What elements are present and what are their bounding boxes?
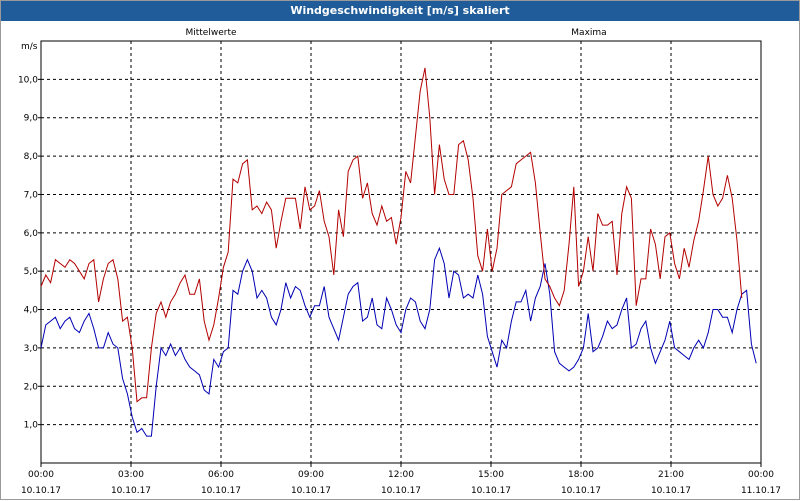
x-tick-time: 21:00 (658, 470, 684, 480)
x-tick-time: 00:00 (748, 470, 774, 480)
x-tick-date: 10.10.17 (651, 486, 691, 496)
x-tick-time: 12:00 (388, 470, 414, 480)
chart-title: Windgeschwindigkeit [m/s] skaliert (1, 1, 799, 21)
y-tick-label: 1,0 (24, 421, 39, 431)
y-axis: 1,0 2,0 3,0 4,0 5,0 6,0 7,0 8,0 9,0 10,0 (18, 75, 41, 431)
x-tick-time: 03:00 (118, 470, 144, 480)
y-tick-label: 5,0 (24, 267, 39, 277)
y-tick-label: 10,0 (18, 75, 38, 85)
y-tick-label: 7,0 (24, 190, 39, 200)
x-axis: 00:00 10.10.17 03:00 10.10.17 06:00 10.10.17 0… (21, 463, 781, 496)
series-lines (40, 67, 757, 437)
x-tick-time: 00:00 (28, 470, 54, 480)
y-tick-label: 2,0 (24, 382, 39, 392)
x-tick-date: 10.10.17 (291, 486, 331, 496)
x-tick-date: 10.10.17 (561, 486, 601, 496)
x-tick-date: 10.10.17 (381, 486, 421, 496)
x-tick-time: 06:00 (208, 470, 234, 480)
legend-mittelwerte: Mittelwerte (185, 28, 236, 38)
series-line-maxima (40, 67, 743, 403)
x-tick-date: 11.10.17 (741, 486, 781, 496)
x-tick-date: 10.10.17 (201, 486, 241, 496)
y-tick-label: 9,0 (24, 114, 39, 124)
y-tick-label: 6,0 (24, 229, 39, 239)
x-tick-time: 15:00 (478, 470, 504, 480)
x-tick-date: 10.10.17 (111, 486, 151, 496)
x-tick-date: 10.10.17 (21, 486, 61, 496)
y-tick-label: 8,0 (24, 152, 39, 162)
legend-maxima: Maxima (571, 28, 606, 38)
x-tick-time: 18:00 (568, 470, 594, 480)
series-line-mittelwerte (40, 246, 757, 437)
x-tick-date: 10.10.17 (471, 486, 511, 496)
y-tick-label: 4,0 (24, 306, 39, 316)
gridlines (41, 41, 761, 463)
y-tick-label: 3,0 (24, 344, 39, 354)
x-tick-time: 09:00 (298, 470, 324, 480)
y-axis-label: m/s (21, 42, 38, 52)
